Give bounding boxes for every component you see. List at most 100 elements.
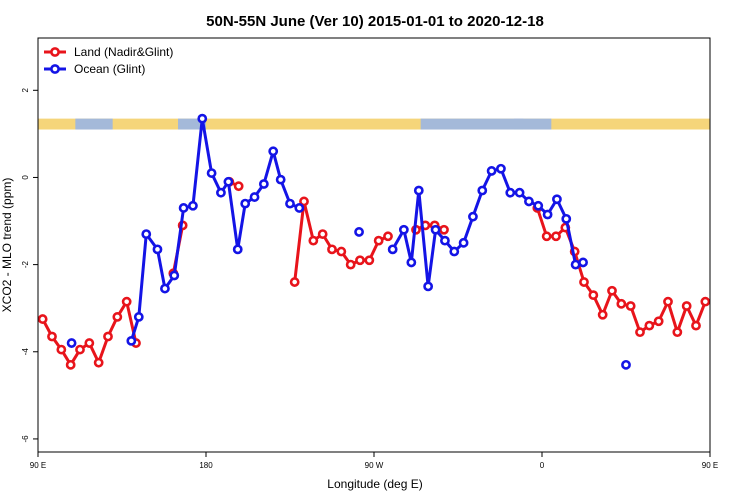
data-point	[505, 187, 516, 198]
data-point	[299, 196, 309, 207]
data-point	[468, 211, 478, 222]
chart-title: 50N-55N June (Ver 10) 2015-01-01 to 2020…	[206, 13, 544, 30]
series-line	[129, 117, 300, 342]
data-point	[289, 277, 300, 287]
data-point	[206, 168, 217, 178]
land-ocean-mask	[38, 118, 710, 130]
data-point	[216, 187, 226, 198]
y-tick-label: -6	[21, 435, 30, 443]
series-line	[391, 167, 584, 288]
legend-marker	[50, 64, 60, 74]
data-point	[542, 209, 553, 220]
data-point	[275, 174, 286, 185]
data-point	[616, 298, 627, 309]
data-point	[423, 281, 434, 292]
data-point	[169, 270, 180, 281]
data-point	[223, 176, 234, 187]
data-point	[152, 244, 163, 255]
data-point	[644, 320, 655, 331]
data-point	[75, 344, 85, 355]
data-point	[121, 296, 132, 307]
data-point	[597, 309, 608, 320]
y-tick-label: -2	[21, 261, 30, 269]
data-point	[232, 244, 243, 255]
data-point	[607, 285, 617, 296]
data-point	[317, 229, 328, 240]
data-point	[570, 259, 581, 270]
data-point	[579, 277, 589, 287]
data-point	[551, 231, 561, 242]
data-point	[672, 327, 683, 338]
data-point	[533, 200, 544, 211]
x-axis-label: Longitude (deg E)	[327, 477, 422, 491]
data-point	[249, 192, 260, 202]
x-tick-label: 180	[199, 461, 213, 470]
data-point	[691, 320, 701, 331]
data-point	[588, 290, 599, 301]
data-point	[308, 235, 319, 246]
series-land	[37, 176, 711, 370]
data-point	[178, 203, 189, 213]
data-point	[458, 237, 469, 248]
data-point	[578, 257, 588, 268]
data-point	[285, 198, 295, 209]
data-point	[398, 224, 409, 235]
legend-label: Land (Nadir&Glint)	[74, 45, 173, 59]
data-point	[625, 301, 636, 311]
data-point	[240, 198, 251, 209]
data-point	[47, 331, 57, 342]
legend-label: Ocean (Glint)	[74, 62, 145, 76]
y-tick-label: 0	[21, 175, 30, 180]
data-point	[84, 338, 95, 348]
data-point	[552, 194, 562, 205]
data-point	[663, 296, 673, 307]
data-point	[514, 187, 525, 198]
data-point	[65, 359, 76, 370]
data-point	[373, 235, 384, 246]
land-band	[38, 118, 710, 130]
data-point	[541, 231, 552, 242]
data-point	[496, 163, 506, 174]
data-point	[345, 259, 356, 270]
data-point	[430, 224, 441, 235]
data-point	[141, 229, 152, 240]
series-line	[41, 300, 138, 367]
data-point	[112, 312, 123, 322]
series-layer	[37, 113, 711, 370]
data-point	[66, 338, 77, 348]
data-point	[160, 283, 170, 294]
data-point	[354, 227, 364, 237]
data-point	[440, 235, 450, 246]
data-point	[37, 314, 48, 324]
data-point	[653, 316, 664, 327]
x-tick-label: 90 E	[30, 461, 46, 470]
x-axis: 90 E 180 90 W 0 90 E	[30, 452, 718, 470]
ocean-band	[514, 118, 524, 130]
data-point	[327, 244, 337, 255]
data-point	[56, 344, 67, 355]
legend-marker	[50, 47, 60, 57]
data-point	[406, 257, 417, 268]
y-tick-label: -4	[21, 348, 30, 356]
data-point	[449, 246, 460, 257]
y-axis-label: XCO2 - MLO trend (ppm)	[0, 178, 14, 313]
data-point	[524, 196, 534, 207]
plot-frame	[37, 37, 711, 453]
data-point	[486, 166, 497, 176]
y-axis: -6 -4 -2 0 2	[21, 88, 38, 443]
data-point	[621, 359, 631, 370]
data-point	[364, 255, 375, 266]
series-ocean	[66, 113, 631, 370]
data-point	[233, 181, 244, 192]
data-point	[355, 255, 365, 266]
data-point	[383, 231, 393, 242]
data-point	[268, 146, 279, 157]
data-point	[681, 301, 692, 311]
data-point	[126, 335, 137, 346]
data-point	[197, 113, 208, 124]
legend: Land (Nadir&Glint) Ocean (Glint)	[44, 45, 173, 76]
data-point	[188, 200, 198, 211]
data-point	[387, 244, 398, 255]
ocean-band	[75, 118, 113, 130]
